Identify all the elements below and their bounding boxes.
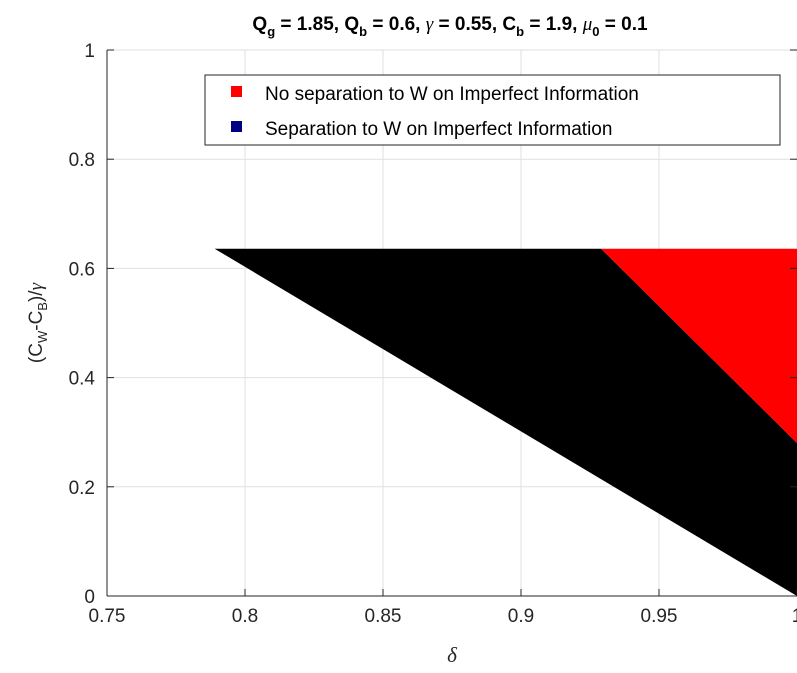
x-tick-label: 0.8 xyxy=(232,606,258,627)
y-tick-label: 0.4 xyxy=(69,369,96,390)
y-tick-label: 0 xyxy=(84,587,95,608)
legend-marker-separation xyxy=(231,121,242,132)
axes: 0.75 0.8 0.85 0.9 0.95 1 0 0.2 0.4 0.6 0.8 1 xyxy=(69,41,797,627)
y-tick-label: 0.8 xyxy=(69,150,95,171)
chart-title: Qg = 1.85, Qb = 0.6, γ = 0.55, Cb = 1.9,… xyxy=(252,14,648,39)
legend-marker-no-separation xyxy=(231,86,242,97)
area-separation xyxy=(214,248,797,596)
y-axis-label: (CW-CB)/γ xyxy=(26,282,50,363)
area-no-separation xyxy=(601,248,797,444)
x-tick-label: 0.75 xyxy=(89,606,126,627)
x-tick-label: 0.85 xyxy=(365,606,402,627)
legend-box xyxy=(204,74,781,146)
y-tick-label: 0.6 xyxy=(69,259,95,280)
x-tick-label: 0.9 xyxy=(508,606,534,627)
x-axis-label: δ xyxy=(447,643,458,667)
y-tick-label: 0.2 xyxy=(69,478,95,499)
x-tick-label: 1 xyxy=(792,606,797,627)
legend-label-no-separation: No separation to W on Imperfect Informat… xyxy=(265,84,639,105)
x-tick-label: 0.95 xyxy=(641,606,678,627)
areas xyxy=(214,248,797,596)
svg-text:(CW-CB)/γ: (CW-CB)/γ xyxy=(26,282,50,363)
legend: No separation to W on Imperfect Informat… xyxy=(204,74,781,146)
legend-label-separation: Separation to W on Imperfect Information xyxy=(265,119,612,140)
y-tick-label: 1 xyxy=(84,41,95,62)
